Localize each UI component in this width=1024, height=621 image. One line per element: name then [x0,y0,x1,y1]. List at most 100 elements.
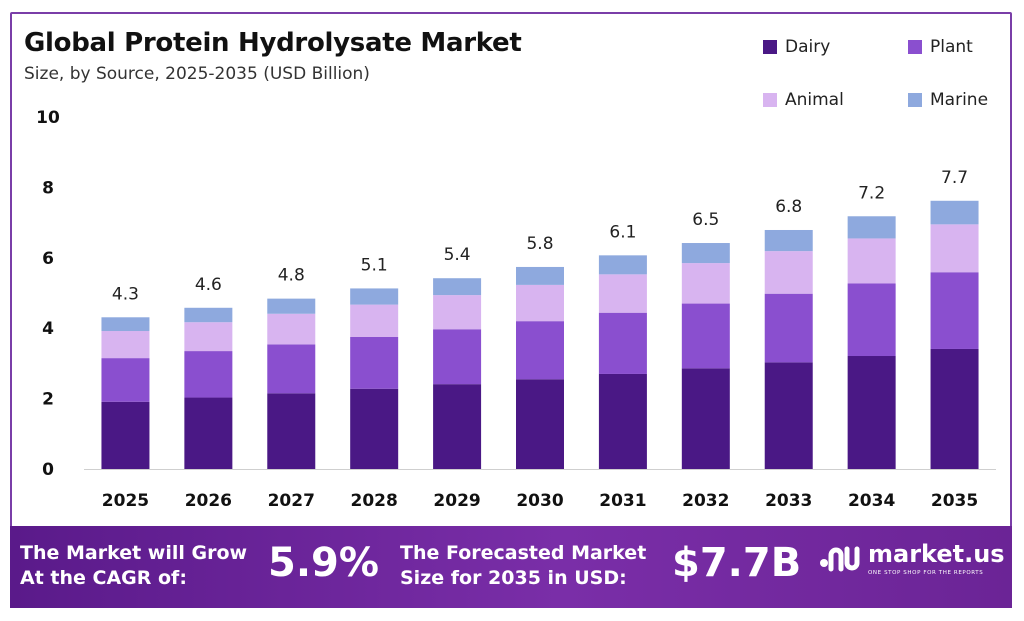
bar-segment-dairy [930,348,979,469]
bar-segment-plant [764,293,813,363]
bar-total-label: 4.6 [195,275,222,295]
x-tick-label: 2030 [516,491,563,511]
bar-total-label: 7.2 [858,183,885,203]
bar-total-label: 6.5 [692,210,719,230]
legend-label-dairy: Dairy [785,37,831,57]
bar-total-label: 6.1 [609,222,636,242]
x-tick-label: 2027 [268,491,315,511]
bar-segment-marine [598,255,647,275]
bar-segment-animal [598,274,647,313]
bar-total-label: 4.3 [112,284,139,304]
bar-segment-animal [184,322,233,352]
bar-segment-animal [101,331,150,359]
bar-segment-dairy [764,362,813,469]
bar-total-label: 4.8 [278,266,305,286]
legend-item-plant: Plant [908,37,973,57]
bar-segment-animal [433,295,482,330]
bar-segment-dairy [267,393,316,469]
bar-segment-marine [267,298,316,314]
y-tick-label: 10 [36,108,60,128]
bar-segment-dairy [433,384,482,469]
bar-segment-animal [847,238,896,284]
cagr-label: The Market will Grow At the CAGR of: [20,541,247,591]
bar-segment-marine [101,317,150,332]
cagr-label-line-2: At the CAGR of: [20,567,187,589]
bar-segment-dairy [847,356,896,469]
legend-swatch-marine [908,93,922,107]
bar-segment-animal [764,251,813,294]
legend-label-marine: Marine [930,90,989,110]
bar-segment-plant [267,344,316,394]
forecast-label-line-1: The Forecasted Market [400,542,647,564]
x-tick-label: 2028 [351,491,398,511]
bar-segment-marine [350,288,399,305]
bar-segment-marine [764,229,813,252]
brand-name: market.us [868,540,1005,568]
bar-total-label: 5.1 [361,255,388,275]
chart-title: Global Protein Hydrolysate Market [24,28,522,58]
forecast-label: The Forecasted Market Size for 2035 in U… [400,541,646,591]
bar-segment-plant [598,312,647,374]
bar-segment-dairy [101,401,150,469]
y-tick-label: 6 [42,249,54,269]
bar-segment-plant [101,358,150,402]
chart-subtitle: Size, by Source, 2025-2035 (USD Billion) [24,64,370,84]
chart-frame [10,12,1012,608]
bar-segment-animal [930,224,979,273]
bar-segment-plant [847,283,896,357]
bar-segment-animal [516,284,564,322]
y-tick-label: 8 [42,178,54,198]
bar-segment-dairy [516,379,564,469]
forecast-value: $7.7B [672,540,802,586]
brand-tagline: ONE STOP SHOP FOR THE REPORTS [868,570,984,576]
bar-segment-plant [681,303,730,369]
x-tick-label: 2033 [765,491,812,511]
y-tick-label: 4 [42,319,54,339]
legend-swatch-animal [763,93,777,107]
y-tick-label: 2 [42,390,54,410]
market-us-logo-icon [820,546,860,572]
brand-logo: market.us ONE STOP SHOP FOR THE REPORTS [818,540,1005,576]
y-tick-label: 0 [42,460,54,480]
bar-segment-plant [516,321,564,380]
x-tick-label: 2029 [433,491,480,511]
legend-item-animal: Animal [763,90,844,110]
legend-swatch-dairy [763,40,777,54]
forecast-label-line-2: Size for 2035 in USD: [400,567,627,589]
x-tick-label: 2031 [599,491,646,511]
x-tick-label: 2032 [682,491,729,511]
x-tick-label: 2025 [102,491,149,511]
bar-segment-dairy [350,388,399,469]
bar-segment-plant [184,351,233,398]
bar-segment-marine [433,278,482,296]
bar-total-label: 5.4 [444,245,471,265]
bar-segment-marine [930,200,979,225]
bar-segment-marine [847,216,896,239]
bar-total-label: 5.8 [526,234,553,254]
bar-segment-plant [930,272,979,349]
bar-segment-dairy [184,397,233,469]
bar-total-label: 7.7 [941,168,968,188]
legend-swatch-plant [908,40,922,54]
legend-label-plant: Plant [930,37,973,57]
bar-segment-animal [681,263,730,304]
x-tick-label: 2035 [931,491,978,511]
bar-segment-animal [350,304,399,337]
x-tick-label: 2034 [848,491,895,511]
bar-segment-plant [433,329,482,385]
bar-segment-dairy [598,373,647,469]
x-tick-label: 2026 [185,491,232,511]
legend-item-marine: Marine [908,90,988,110]
bar-segment-animal [267,313,316,345]
bar-segment-marine [681,243,730,264]
bar-segment-marine [184,307,233,323]
bar-total-label: 6.8 [775,197,802,217]
cagr-label-line-1: The Market will Grow [20,542,248,564]
summary-banner [10,526,1012,608]
legend-label-animal: Animal [785,90,844,110]
legend-item-dairy: Dairy [763,37,830,57]
bar-segment-marine [516,266,564,285]
bar-segment-plant [350,337,399,389]
bar-segment-dairy [681,368,730,469]
